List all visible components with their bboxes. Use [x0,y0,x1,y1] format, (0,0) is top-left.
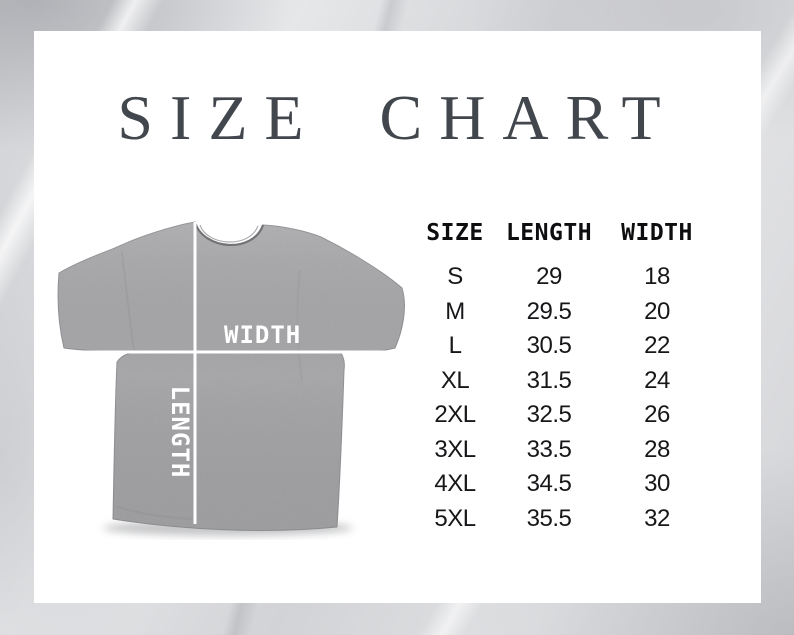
length-value: 33.5 [526,435,572,463]
table-row: 4XL 34.5 30 [400,467,726,502]
table-row: L 30.5 22 [400,329,726,364]
size-value: 5XL [434,504,476,532]
length-value: 32.5 [526,401,572,429]
size-value: 2XL [434,401,476,429]
width-value: 28 [644,435,670,463]
length-value: 30.5 [526,332,572,360]
width-value: 26 [644,401,670,429]
length-value: 29.5 [526,297,572,325]
width-value: 32 [644,504,670,532]
size-value: 4XL [434,470,476,498]
table-header-row: SIZE LENGTH WIDTH [400,206,726,260]
size-table: SIZE LENGTH WIDTH S 29 18 M 29.5 20 L 30… [400,206,726,536]
wrinkle [121,251,135,351]
collar [193,221,265,247]
size-chart-card: SIZE CHART [34,31,761,603]
width-value: 22 [644,332,670,360]
wrinkle [296,269,303,383]
width-value: 24 [644,366,670,394]
size-value: L [448,332,462,360]
table-row: M 29.5 20 [400,295,726,330]
length-value: 35.5 [526,504,572,532]
wrinkle [115,505,193,520]
table-row: 2XL 32.5 26 [400,398,726,433]
column-header-length: LENGTH [505,220,593,246]
table-row: XL 31.5 24 [400,364,726,399]
table-row: 5XL 35.5 32 [400,502,726,537]
width-value: 18 [644,263,670,291]
width-value: 20 [644,297,670,325]
length-value: 29 [536,263,562,291]
length-value: 31.5 [526,366,572,394]
width-value: 30 [644,470,670,498]
table-row: S 29 18 [400,260,726,295]
page-title: SIZE CHART [117,82,678,153]
length-label: LENGTH [166,386,194,479]
size-value: 3XL [434,435,476,463]
size-value: S [447,263,463,291]
size-value: M [445,297,465,325]
table-row: 3XL 33.5 28 [400,433,726,468]
column-header-width: WIDTH [621,220,693,246]
length-value: 34.5 [526,470,572,498]
column-header-size: SIZE [426,220,484,246]
tshirt-illustration: WIDTH LENGTH [57,221,405,536]
width-label: WIDTH [224,321,301,349]
tshirt-shading [58,222,405,531]
collar-rib [199,224,259,243]
size-value: XL [440,366,470,394]
